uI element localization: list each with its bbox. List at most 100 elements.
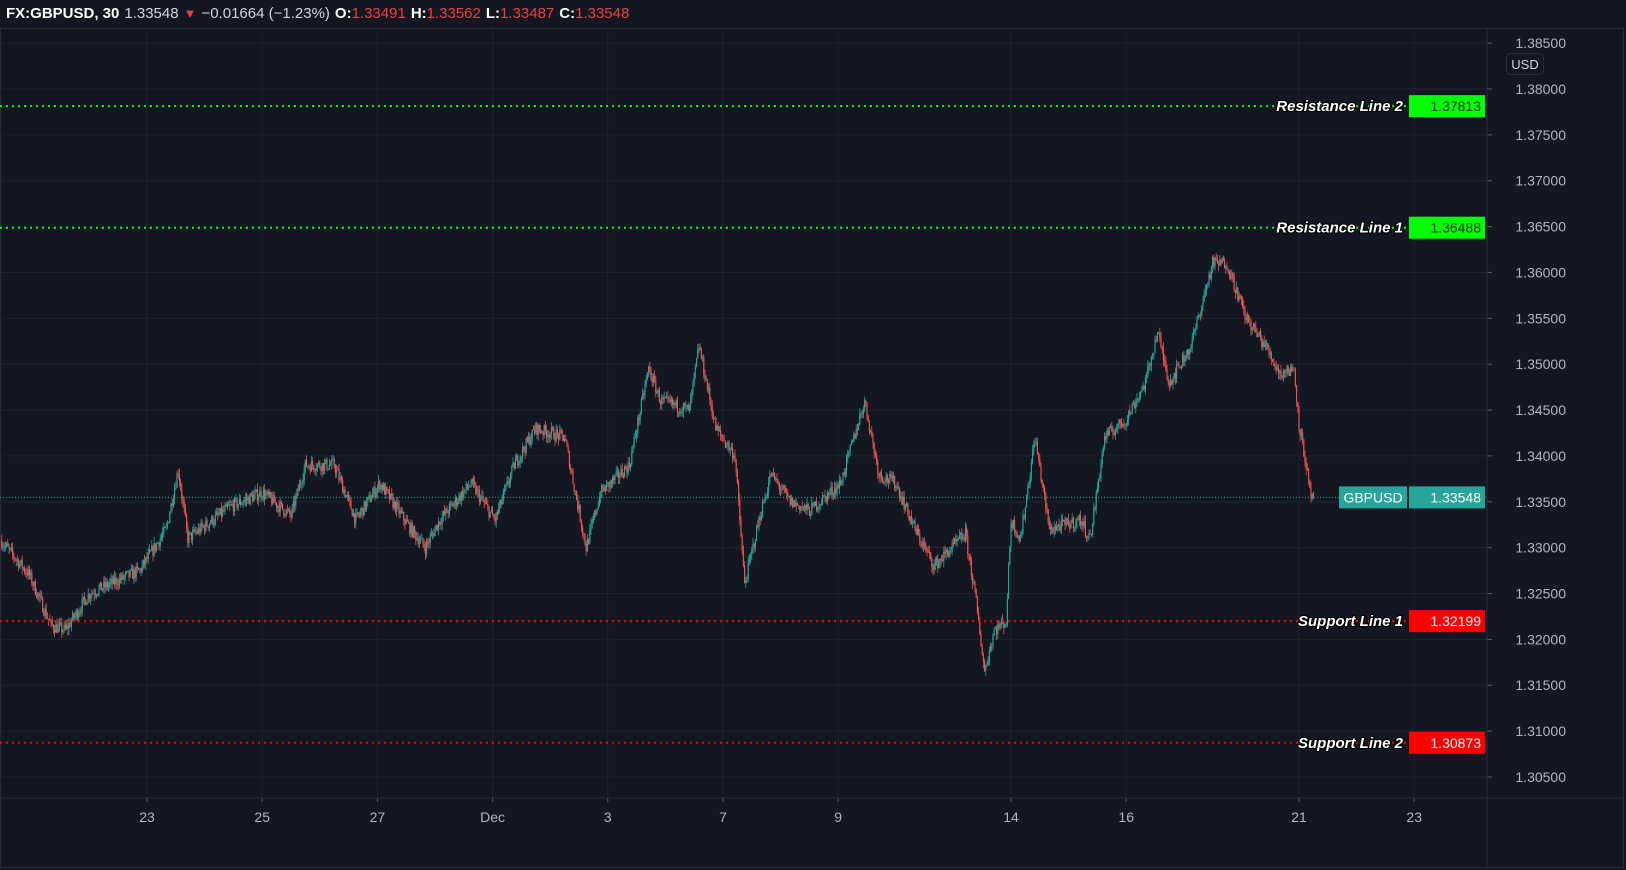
candle-body (1182, 354, 1184, 368)
candle-body (679, 411, 681, 414)
candle (402, 507, 404, 514)
axes[interactable]: 1.385001.380001.375001.370001.365001.360… (0, 29, 1624, 868)
candle-body (244, 498, 246, 501)
candle-body (88, 594, 90, 599)
candle-body (152, 546, 154, 556)
candle (792, 496, 794, 509)
candle (1107, 427, 1109, 437)
candle (56, 618, 58, 634)
candle-body (1063, 519, 1065, 522)
candle (1291, 363, 1293, 373)
candle (207, 525, 209, 531)
candle (501, 494, 503, 506)
candle (588, 538, 590, 545)
candle (1126, 414, 1128, 427)
candle-body (548, 435, 550, 438)
candle (250, 492, 252, 497)
candle (62, 629, 64, 635)
candle (1254, 323, 1256, 333)
candle (16, 555, 18, 566)
candle (651, 373, 653, 388)
candle-body (1156, 333, 1158, 342)
candle-body (1305, 462, 1307, 470)
candle-body (766, 492, 768, 497)
candle (655, 375, 657, 398)
candle (727, 440, 729, 451)
candle (218, 508, 220, 517)
candle (1152, 352, 1154, 360)
candle-body (662, 397, 664, 400)
candle (387, 488, 389, 494)
candle-body (120, 578, 122, 581)
candle (710, 397, 712, 412)
candle (472, 475, 474, 489)
candle-body (445, 508, 447, 515)
candle-body (1159, 332, 1161, 338)
candle-body (874, 453, 876, 455)
candle (1039, 453, 1041, 467)
candle-body (573, 483, 575, 492)
candle (534, 425, 536, 436)
candle (552, 425, 554, 432)
candle-body (369, 495, 371, 502)
candle-body (1107, 430, 1109, 435)
candle (226, 500, 228, 510)
candle-body (225, 504, 227, 507)
candle (288, 507, 290, 512)
candle (397, 497, 399, 510)
candle (1279, 370, 1281, 380)
candle-body (705, 379, 707, 381)
candle (85, 598, 87, 606)
candle (970, 556, 972, 580)
candle-body (1136, 399, 1138, 403)
candle (92, 590, 94, 595)
candle (585, 540, 587, 556)
candle (526, 435, 528, 444)
candle (487, 498, 489, 511)
candle (784, 485, 786, 493)
candle (141, 559, 143, 574)
candle (730, 442, 732, 452)
candle (584, 532, 586, 547)
candle (748, 553, 750, 566)
candle-body (774, 472, 776, 480)
symbol-title[interactable]: FX:GBPUSD, 30 (6, 4, 120, 22)
candle (1189, 347, 1191, 361)
candle (458, 492, 460, 505)
candle (1191, 333, 1193, 354)
candle (930, 552, 932, 561)
candle (804, 502, 806, 513)
candle (835, 482, 837, 500)
candle (1288, 368, 1290, 377)
candle (156, 542, 158, 553)
candle (510, 472, 512, 488)
candle-body (1210, 267, 1212, 278)
candle (504, 484, 506, 495)
candle-body (1150, 356, 1152, 366)
candle-body (706, 379, 708, 390)
candle (1249, 316, 1251, 327)
candle-body (747, 562, 749, 579)
candle (861, 409, 863, 418)
candle (536, 421, 538, 440)
candle (1080, 510, 1082, 529)
candle-body (1191, 339, 1193, 348)
currency-button[interactable]: USD (1506, 53, 1544, 75)
candle (1111, 421, 1113, 432)
candle-body (936, 557, 938, 563)
candle (602, 484, 604, 493)
candle (1100, 459, 1102, 483)
candle (4, 541, 6, 551)
candle-body (195, 531, 197, 533)
candle-body (987, 661, 989, 665)
candle-body (612, 477, 614, 484)
candle-body (210, 522, 212, 525)
candle (1011, 519, 1013, 532)
candle (300, 478, 302, 489)
candle (943, 546, 945, 568)
candle-body (142, 559, 144, 566)
candle-body (778, 483, 780, 489)
candle-body (787, 492, 789, 497)
